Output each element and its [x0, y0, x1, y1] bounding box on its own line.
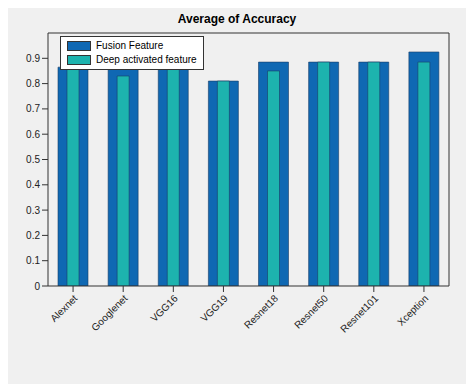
svg-text:0.2: 0.2: [26, 230, 40, 241]
svg-text:Googlenet: Googlenet: [89, 293, 130, 334]
svg-text:0.7: 0.7: [26, 103, 40, 114]
html-text:Fusion Feature: Fusion Feature: [96, 40, 164, 51]
svg-text:0.1: 0.1: [26, 255, 40, 266]
svg-text:0: 0: [34, 281, 40, 292]
svg-text:Resnet101: Resnet101: [338, 292, 380, 334]
svg-text:0.8: 0.8: [26, 78, 40, 89]
svg-text:Alexnet: Alexnet: [48, 293, 80, 325]
svg-text:Resnet18: Resnet18: [242, 292, 280, 330]
html-text:Deep activated feature: Deep activated feature: [96, 54, 197, 65]
svg-text:0.3: 0.3: [26, 205, 40, 216]
svg-text:0.6: 0.6: [26, 129, 40, 140]
svg-text:0.9: 0.9: [26, 53, 40, 64]
svg-text:Xception: Xception: [395, 293, 430, 328]
svg-text:VGG16: VGG16: [148, 292, 180, 324]
svg-text:0.5: 0.5: [26, 154, 40, 165]
svg-text:0.4: 0.4: [26, 179, 40, 190]
svg-text:Resnet50: Resnet50: [292, 292, 330, 330]
svg-text:VGG19: VGG19: [199, 292, 231, 324]
html-text:Average of Accuracy: Average of Accuracy: [177, 12, 297, 26]
